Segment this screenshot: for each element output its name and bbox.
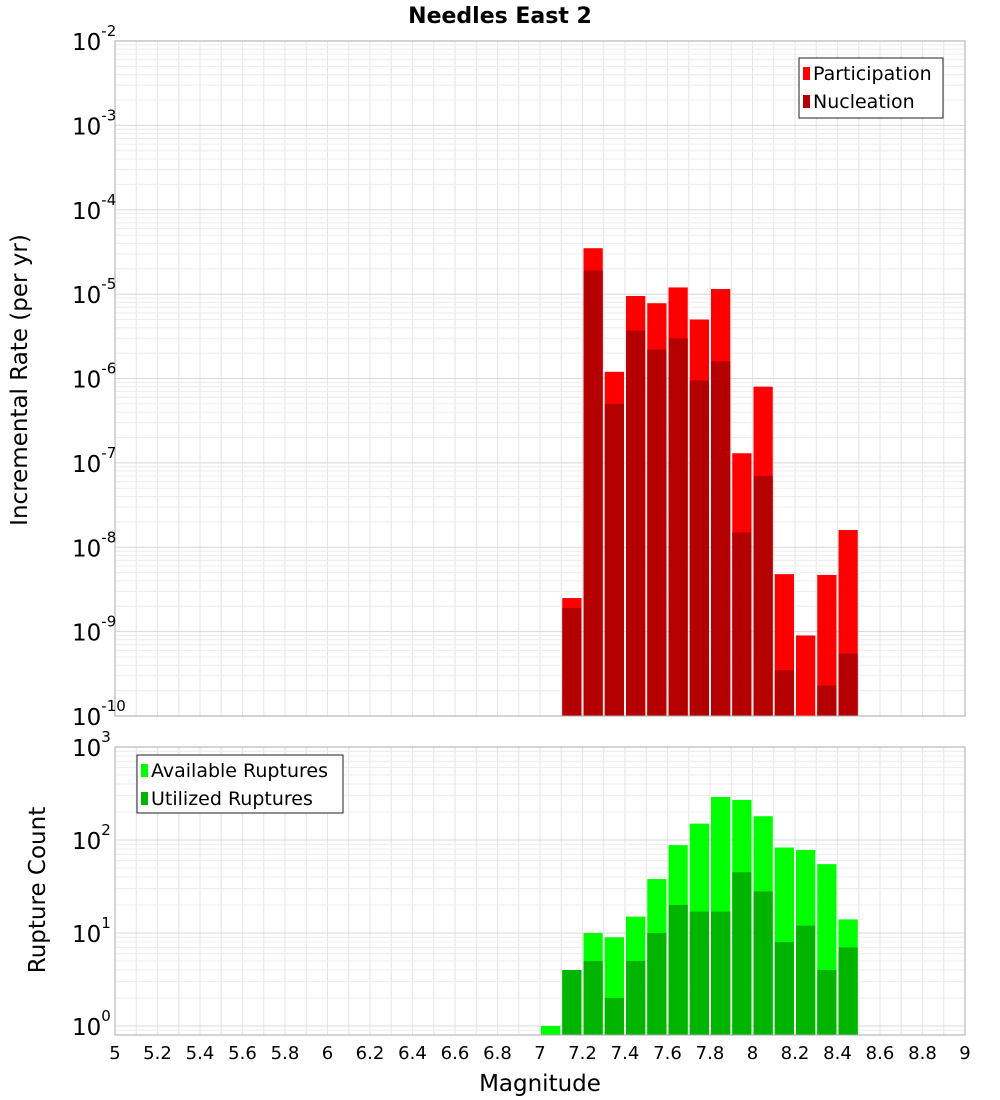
legend-swatch — [803, 67, 810, 80]
x-tick-label: 5.4 — [186, 1043, 215, 1064]
plot-frame — [114, 40, 966, 717]
legend-label: Participation — [813, 63, 932, 85]
x-tick-label: 5 — [109, 1043, 120, 1064]
x-tick-label: 9 — [959, 1043, 970, 1064]
bar-utilized-ruptures — [817, 969, 837, 1035]
legend: Participation Nucleation — [798, 57, 944, 119]
x-tick-label: 6.2 — [356, 1043, 385, 1064]
bar-nucleation — [562, 608, 582, 716]
bar-nucleation — [817, 685, 837, 716]
bar-nucleation — [774, 670, 794, 716]
count-panel: 100 101 102 103 Available Ruptures Utilized R… — [72, 728, 971, 1064]
x-tick-label: 5.2 — [143, 1043, 172, 1064]
rate-panel: 10-10 10-9 10-8 10-7 10-6 10-5 10-4 10-3 10-2 Par… — [72, 22, 966, 731]
y-tick-label: 10-8 — [72, 528, 116, 562]
x-tick-label: 5.6 — [228, 1043, 257, 1064]
bar-utilized-ruptures — [583, 960, 603, 1035]
bar-utilized-ruptures — [796, 925, 816, 1035]
x-tick-label: 7.4 — [611, 1043, 640, 1064]
bar-utilized-ruptures — [753, 891, 773, 1035]
x-tick-label: 5.8 — [271, 1043, 300, 1064]
x-tick-label: 6 — [322, 1043, 333, 1064]
y-tick-label: 100 — [72, 1007, 111, 1041]
y-tick-label: 10-9 — [72, 613, 116, 647]
x-tick-label: 7.2 — [568, 1043, 597, 1064]
bar-nucleation — [647, 349, 667, 716]
bar-utilized-ruptures — [838, 947, 858, 1035]
bar-utilized-ruptures — [732, 872, 752, 1035]
y-tick-label: 101 — [72, 914, 111, 948]
x-tick-label: 7 — [534, 1043, 545, 1064]
legend-label: Available Ruptures — [151, 760, 328, 782]
legend-swatch — [141, 764, 148, 777]
y-tick-label: 10-4 — [72, 191, 116, 225]
bars — [562, 248, 858, 717]
chart-title: Needles East 2 — [408, 4, 592, 29]
y-ticks: 10-10 10-9 10-8 10-7 10-6 10-5 10-4 10-3 10-2 — [72, 22, 126, 731]
legend-swatch — [141, 792, 148, 805]
bar-nucleation — [689, 380, 709, 716]
bar-participation — [817, 574, 837, 716]
bar-nucleation — [604, 403, 624, 716]
x-tick-label: 8.8 — [908, 1043, 937, 1064]
bar-nucleation — [838, 653, 858, 716]
y-tick-label: 10-5 — [72, 275, 116, 309]
x-tick-label: 8.2 — [781, 1043, 810, 1064]
bar-utilized-ruptures — [562, 969, 582, 1035]
bar-nucleation — [732, 532, 752, 716]
bar-nucleation — [626, 330, 646, 716]
bar-utilized-ruptures — [647, 932, 667, 1035]
y-tick-label: 103 — [72, 728, 111, 762]
x-tick-label: 6.8 — [483, 1043, 512, 1064]
bar-utilized-ruptures — [774, 942, 794, 1035]
y-ticks: 100 101 102 103 — [72, 728, 111, 1041]
y-tick-label: 10-6 — [72, 360, 116, 394]
bar-nucleation — [753, 475, 773, 716]
top-y-axis-label: Incremental Rate (per yr) — [7, 234, 33, 526]
legend: Available Ruptures Utilized Ruptures — [136, 754, 344, 814]
bar-available-ruptures — [541, 1025, 561, 1035]
y-tick-label: 102 — [72, 821, 111, 855]
x-tick-label: 8.4 — [823, 1043, 852, 1064]
y-tick-label: 10-3 — [72, 106, 116, 140]
y-tick-label: 10-10 — [72, 697, 126, 731]
grid — [114, 41, 966, 717]
bar-utilized-ruptures — [711, 911, 731, 1035]
plot-frame — [114, 746, 966, 1036]
legend-box — [798, 57, 944, 119]
bar-utilized-ruptures — [668, 904, 688, 1035]
x-axis-label: Magnitude — [479, 1071, 601, 1097]
legend-label: Nucleation — [813, 91, 915, 113]
x-tick-label: 6.4 — [398, 1043, 427, 1064]
bar-utilized-ruptures — [604, 997, 624, 1035]
legend-box — [136, 754, 344, 814]
legend-swatch — [803, 95, 810, 108]
bottom-y-axis-label: Rupture Count — [25, 807, 51, 973]
x-tick-label: 6.6 — [441, 1043, 470, 1064]
bar-nucleation — [711, 361, 731, 716]
x-tick-label: 8.6 — [866, 1043, 895, 1064]
bar-participation — [796, 635, 816, 716]
x-tick-label: 7.6 — [653, 1043, 682, 1064]
x-tick-label: 7.8 — [696, 1043, 725, 1064]
bars — [541, 796, 858, 1035]
x-ticks: 5 5.2 5.4 5.6 5.8 6 6.2 6.4 6.6 6.8 7 7.2 7.4 7.6 7.8 8… — [109, 1043, 970, 1064]
y-tick-label: 10-2 — [72, 22, 116, 56]
y-tick-label: 10-7 — [72, 444, 116, 478]
legend-label: Utilized Ruptures — [151, 788, 313, 810]
bar-utilized-ruptures — [689, 911, 709, 1035]
bar-nucleation — [583, 270, 603, 716]
bar-nucleation — [668, 338, 688, 716]
x-tick-label: 8 — [747, 1043, 758, 1064]
bar-utilized-ruptures — [626, 960, 646, 1035]
